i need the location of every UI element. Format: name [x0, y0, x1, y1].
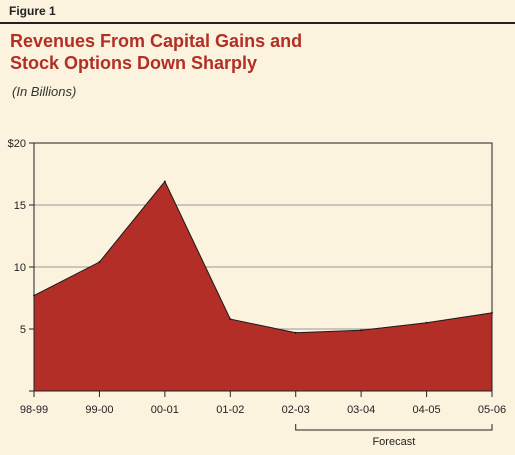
y-tick-label-20: $20 [8, 138, 26, 150]
chart-title: Revenues From Capital Gains and Stock Op… [10, 30, 302, 74]
x-tick-label-01-02: 01-02 [216, 404, 244, 416]
chart-title-line-1: Revenues From Capital Gains and [10, 31, 303, 51]
forecast-bracket [295, 424, 493, 431]
forecast-annotation: Forecast [295, 424, 493, 448]
data-point-04-05 [425, 321, 428, 324]
x-tick-label-00-01: 00-01 [151, 404, 179, 416]
area-series [33, 180, 493, 392]
title-divider [0, 22, 515, 24]
y-tick-label-5: 5 [20, 324, 26, 336]
chart-title-line-2: Stock Options Down Sharply [10, 53, 258, 73]
chart-subtitle: (In Billions) [12, 84, 77, 99]
y-tick-label-10: 10 [14, 262, 26, 274]
x-tick-label-04-05: 04-05 [413, 404, 441, 416]
x-tick-label-05-06: 05-06 [478, 404, 506, 416]
data-point-03-04 [360, 329, 363, 332]
forecast-label: Forecast [372, 436, 415, 448]
figure-label: Figure 1 [9, 4, 56, 18]
x-tick-label-02-03: 02-03 [282, 404, 310, 416]
data-point-99-00 [98, 261, 101, 264]
data-point-01-02 [229, 318, 232, 321]
x-tick-label-99-00: 99-00 [85, 404, 113, 416]
x-tick-label-03-04: 03-04 [347, 404, 375, 416]
data-point-02-03 [294, 331, 297, 334]
data-point-00-01 [163, 180, 166, 183]
x-tick-label-98-99: 98-99 [20, 404, 48, 416]
y-axis-ticks: 5 10 15 $20 [8, 138, 34, 392]
y-tick-label-15: 15 [14, 200, 26, 212]
revenue-area [33, 180, 493, 392]
x-axis-ticks: 98-99 99-00 00-01 01-02 02-03 03-04 04-05 05-06 [20, 391, 506, 416]
